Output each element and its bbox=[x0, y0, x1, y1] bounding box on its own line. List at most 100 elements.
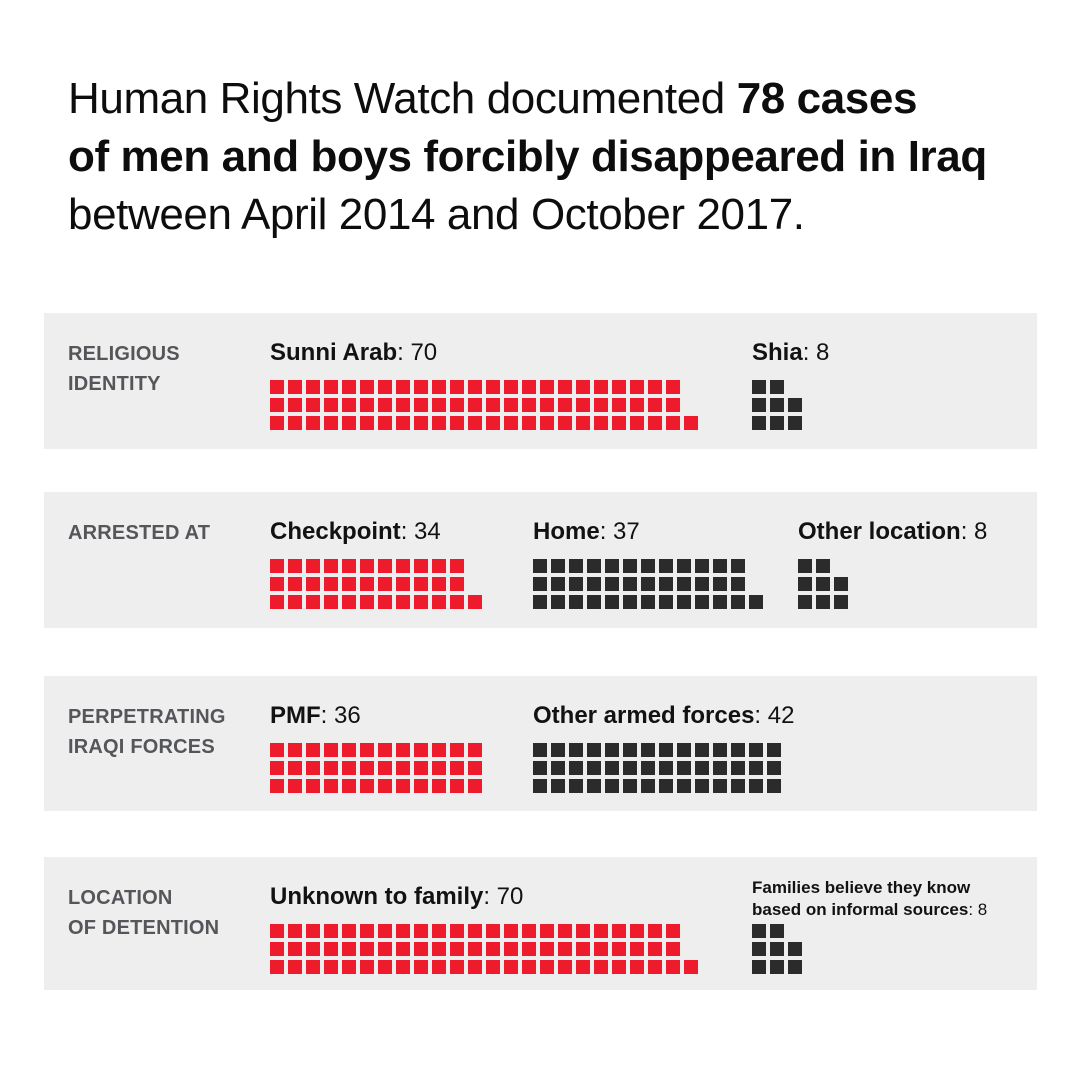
unit-square bbox=[834, 595, 848, 609]
unit-square bbox=[749, 761, 763, 775]
unit-square bbox=[770, 416, 784, 430]
unit-square bbox=[576, 398, 590, 412]
group-label-unknown-to-family: Unknown to family: 70 bbox=[270, 883, 523, 911]
unit-square bbox=[569, 577, 583, 591]
unit-square bbox=[270, 960, 284, 974]
unit-square bbox=[533, 743, 547, 757]
unit-square bbox=[576, 960, 590, 974]
group-value: : 8 bbox=[968, 900, 988, 919]
section-label-line: RELIGIOUS bbox=[68, 343, 180, 365]
unit-square bbox=[677, 779, 691, 793]
headline-line-3: between April 2014 and October 2017. bbox=[68, 186, 1048, 244]
unit-square bbox=[551, 595, 565, 609]
unit-square bbox=[569, 761, 583, 775]
unit-square bbox=[378, 559, 392, 573]
unit-square bbox=[306, 942, 320, 956]
unit-square bbox=[752, 924, 766, 938]
unit-grid-other-location bbox=[798, 559, 852, 609]
unit-square bbox=[677, 559, 691, 573]
unit-square bbox=[533, 779, 547, 793]
unit-square bbox=[468, 398, 482, 412]
section-label-line: ARRESTED AT bbox=[68, 522, 211, 544]
section-arrested-at: ARRESTED AT Checkpoint: 34 Home: 37 Othe… bbox=[44, 492, 1037, 628]
unit-square bbox=[731, 761, 745, 775]
unit-square bbox=[432, 416, 446, 430]
unit-square bbox=[360, 577, 374, 591]
unit-square bbox=[486, 380, 500, 394]
unit-square bbox=[486, 416, 500, 430]
unit-square bbox=[450, 942, 464, 956]
unit-square bbox=[342, 924, 356, 938]
unit-square bbox=[630, 942, 644, 956]
unit-square bbox=[414, 960, 428, 974]
unit-square bbox=[623, 761, 637, 775]
unit-square bbox=[306, 398, 320, 412]
unit-square bbox=[569, 559, 583, 573]
unit-square bbox=[612, 416, 626, 430]
unit-square bbox=[288, 577, 302, 591]
unit-square bbox=[306, 924, 320, 938]
group-name: Other location bbox=[798, 518, 961, 545]
unit-square bbox=[558, 924, 572, 938]
unit-square bbox=[641, 577, 655, 591]
unit-square bbox=[788, 398, 802, 412]
unit-square bbox=[396, 380, 410, 394]
unit-square bbox=[396, 942, 410, 956]
unit-square bbox=[551, 559, 565, 573]
unit-square bbox=[288, 380, 302, 394]
unit-square bbox=[378, 416, 392, 430]
unit-square bbox=[749, 779, 763, 793]
group-label-other-armed-forces: Other armed forces: 42 bbox=[533, 702, 794, 730]
unit-square bbox=[540, 398, 554, 412]
unit-square bbox=[324, 416, 338, 430]
unit-square bbox=[594, 942, 608, 956]
unit-square bbox=[695, 577, 709, 591]
unit-square bbox=[798, 577, 812, 591]
unit-square bbox=[569, 743, 583, 757]
unit-square bbox=[288, 761, 302, 775]
unit-square bbox=[605, 779, 619, 793]
unit-square bbox=[450, 559, 464, 573]
section-location-of-detention: LOCATION OF DETENTION Unknown to family:… bbox=[44, 857, 1037, 990]
unit-square bbox=[324, 595, 338, 609]
unit-square bbox=[666, 416, 680, 430]
group-label-sunni-arab: Sunni Arab: 70 bbox=[270, 339, 437, 367]
unit-square bbox=[396, 743, 410, 757]
unit-square bbox=[623, 743, 637, 757]
unit-square bbox=[576, 380, 590, 394]
unit-square bbox=[504, 924, 518, 938]
unit-square bbox=[270, 577, 284, 591]
unit-square bbox=[450, 761, 464, 775]
unit-square bbox=[594, 924, 608, 938]
unit-square bbox=[695, 761, 709, 775]
unit-square bbox=[630, 398, 644, 412]
section-label-line: IRAQI FORCES bbox=[68, 736, 215, 758]
unit-square bbox=[605, 577, 619, 591]
unit-square bbox=[522, 942, 536, 956]
unit-square bbox=[414, 761, 428, 775]
group-label-families-believe-they-know: Families believe they know based on info… bbox=[752, 877, 987, 921]
unit-square bbox=[522, 380, 536, 394]
unit-square bbox=[288, 960, 302, 974]
unit-square bbox=[468, 761, 482, 775]
headline-line-1: Human Rights Watch documented 78 cases bbox=[68, 70, 1048, 128]
unit-square bbox=[396, 924, 410, 938]
unit-square bbox=[587, 779, 601, 793]
unit-square bbox=[288, 559, 302, 573]
unit-square bbox=[378, 743, 392, 757]
unit-square bbox=[342, 380, 356, 394]
group-name: Unknown to family bbox=[270, 883, 484, 910]
unit-square bbox=[605, 761, 619, 775]
unit-square bbox=[396, 416, 410, 430]
unit-square bbox=[378, 924, 392, 938]
unit-square bbox=[731, 577, 745, 591]
unit-square bbox=[612, 924, 626, 938]
group-value: : 42 bbox=[754, 702, 795, 729]
unit-square bbox=[587, 743, 601, 757]
unit-square bbox=[432, 559, 446, 573]
unit-square bbox=[612, 380, 626, 394]
unit-square bbox=[324, 779, 338, 793]
unit-square bbox=[569, 595, 583, 609]
unit-square bbox=[695, 743, 709, 757]
